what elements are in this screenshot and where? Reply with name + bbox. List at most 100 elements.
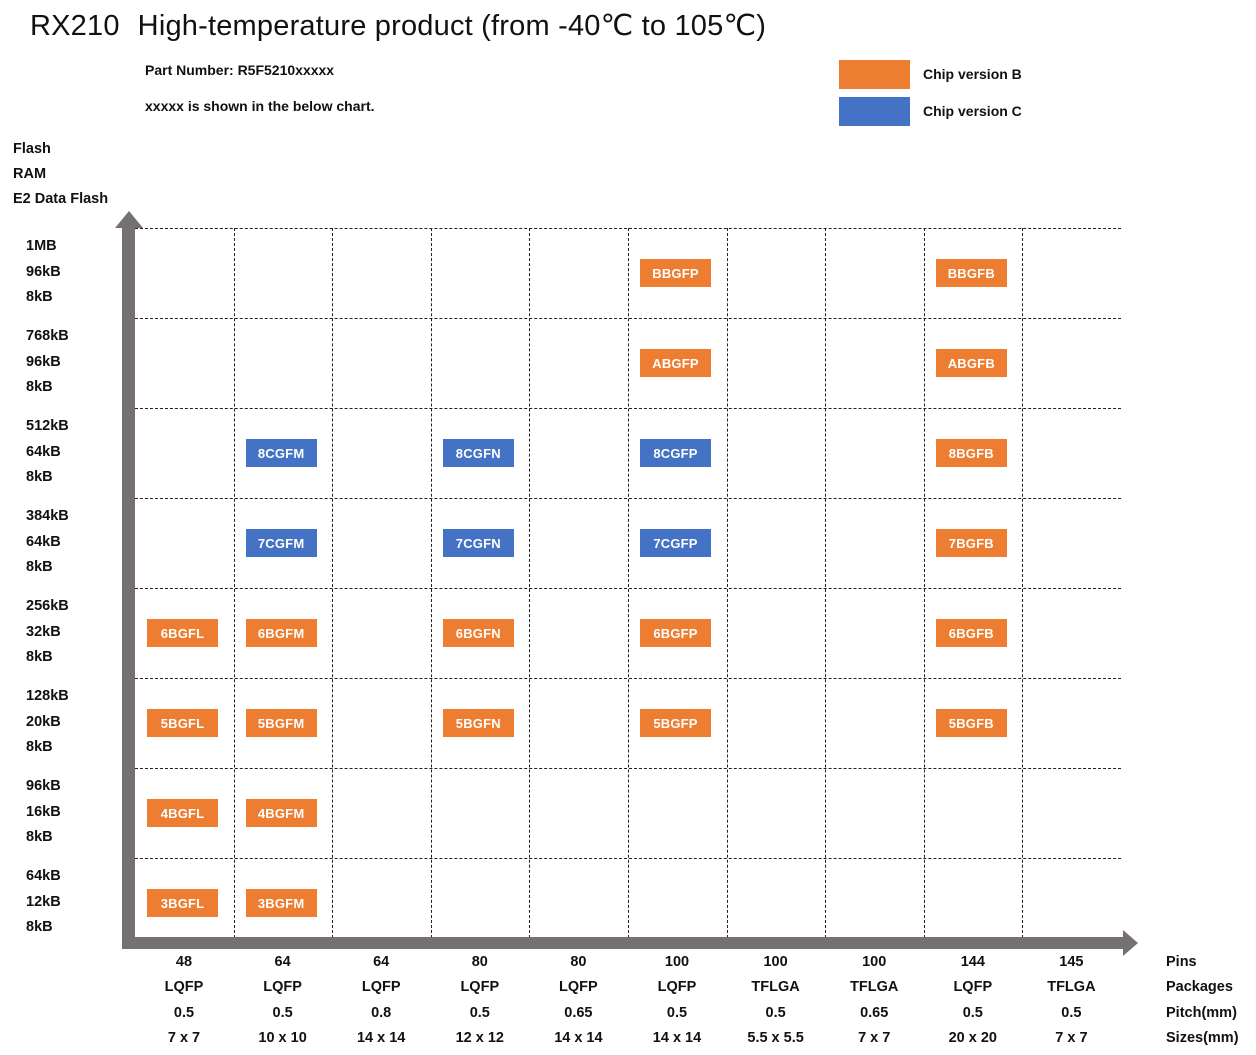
x-label-column: 100 TFLGA 0.65 7 x 7 [825,950,923,1051]
grid-column-divider [923,228,925,938]
y-label-e2: 8kB [26,559,53,575]
x-label-column: 144 LQFP 0.5 20 x 20 [924,950,1022,1051]
chip-badge: 5BGFP [640,709,711,737]
chip-badge: 8BGFB [935,439,1007,467]
chip-badge: 6BGFP [640,619,711,647]
x-label-package: TFLGA [751,979,800,996]
y-label-ram: 64kB [26,443,61,460]
x-label-pins: 48 [175,954,193,970]
chip-badge: 6BGFN [442,619,514,647]
chip-badge: 6BGFM [245,619,317,647]
legend-item-version-c: Chip version C [839,96,1022,126]
y-label-flash: 256kB [26,598,69,614]
x-label-pins: 144 [960,954,985,970]
title-text: High-temperature product (from -40℃ to 1… [137,10,767,42]
x-label-pitch: 0.5 [962,1004,983,1021]
x-label-pins: 64 [274,954,291,970]
grid-column-divider [529,228,531,938]
x-label-pitch: 0.65 [564,1004,593,1021]
x-label-package: LQFP [657,979,697,996]
legend-swatch-blue [839,96,910,126]
arrow-up-icon [115,211,143,228]
x-label-package: LQFP [164,979,204,996]
chip-badge: 5BGFM [245,709,317,737]
x-label-package: LQFP [953,979,993,996]
chip-badge: ABGFP [640,349,711,377]
x-label-column: 64 LQFP 0.5 10 x 10 [234,950,332,1051]
x-label-pins: 100 [763,954,788,970]
y-label-group: 256kB 32kB 8kB [26,594,116,671]
note-text: xxxxx is shown in the below chart. [145,98,375,114]
legend-item-version-b: Chip version B [839,59,1022,89]
x-row-label-pins: Pins [1166,954,1197,970]
y-label-ram: 64kB [26,533,61,550]
y-label-ram: 96kB [26,263,61,280]
y-label-e2: 8kB [26,469,53,485]
model-name: RX210 [30,10,120,42]
x-label-column: 100 TFLGA 0.5 5.5 x 5.5 [727,950,825,1051]
x-label-size: 7 x 7 [858,1029,891,1046]
chip-badge: 6BGFB [935,619,1007,647]
y-label-flash: 768kB [26,328,69,344]
y-label-group: 128kB 20kB 8kB [26,684,116,761]
x-label-pitch: 0.5 [272,1004,293,1021]
chip-badge: 5BGFB [935,709,1007,737]
y-label-flash: 64kB [26,868,61,884]
x-row-label-packages: Packages [1166,979,1233,996]
y-label-e2: 8kB [26,649,53,665]
x-label-column: 48 LQFP 0.5 7 x 7 [135,950,233,1051]
grid-column-divider [233,228,235,938]
grid-column-divider [332,228,334,938]
x-label-package: TFLGA [850,979,899,996]
legend-swatch-orange [839,59,910,89]
chip-badge: 5BGFN [442,709,514,737]
legend-label: Chip version C [923,103,1022,119]
x-label-size: 7 x 7 [1055,1029,1088,1046]
y-label-flash: 128kB [26,688,69,704]
y-label-ram: 16kB [26,803,61,820]
chip-badge: 7CGFP [640,529,711,557]
y-label-ram: 20kB [26,713,61,730]
y-label-e2: 8kB [26,829,53,845]
arrow-right-icon [1123,930,1138,956]
y-label-ram: 12kB [26,893,61,910]
y-label-e2: 8kB [26,919,53,935]
x-label-column: 80 LQFP 0.5 12 x 12 [431,950,529,1051]
chip-badge: ABGFB [935,349,1007,377]
x-label-pins: 100 [664,954,690,970]
grid-column-divider [430,228,432,938]
x-label-size: 10 x 10 [258,1029,307,1046]
x-label-package: TFLGA [1047,979,1096,996]
x-label-size: 7 x 7 [167,1029,201,1046]
y-label-group: 64kB 12kB 8kB [26,864,116,941]
y-axis-title-e2: E2 Data Flash [13,191,109,207]
chip-grid: BBGFP BBGFB ABGFP ABGFB 8CGFM 8CGFN 8CGFP 8BGFB… [135,228,1121,938]
x-label-pitch: 0.8 [371,1004,392,1021]
chip-badge: 8CGFN [442,439,514,467]
x-label-pins: 80 [570,954,587,970]
x-label-pins: 64 [373,954,390,970]
grid-column-divider [726,228,728,938]
grid-column-divider [628,228,629,938]
x-axis-row-labels: Pins Packages Pitch(mm) Sizes(mm) [1166,950,1239,1051]
page-title: RX210 High-temperature product (from -40℃… [30,8,766,43]
x-label-column: 64 LQFP 0.8 14 x 14 [332,950,430,1051]
y-axis-title-ram: RAM [13,166,47,182]
chip-badge: 7CGFM [245,529,317,557]
x-label-package: LQFP [361,979,401,996]
y-label-group: 1MB 96kB 8kB [26,234,116,311]
x-axis-arrow [122,937,1125,949]
y-axis-title-flash: Flash [13,141,51,157]
y-label-flash: 384kB [26,508,69,524]
x-label-pitch: 0.5 [173,1004,195,1021]
y-label-flash: 512kB [26,418,69,434]
y-label-flash: 96kB [26,778,61,794]
x-label-pins: 145 [1059,954,1084,970]
chip-badge: 5BGFL [147,709,218,737]
chip-badge: 3BGFM [245,889,317,917]
chip-badge: 3BGFL [147,889,218,917]
x-label-package: LQFP [263,979,302,996]
chip-badge: 7BGFB [935,529,1007,557]
y-label-e2: 8kB [26,379,53,395]
x-label-column: 145 TFLGA 0.5 7 x 7 [1022,950,1120,1051]
